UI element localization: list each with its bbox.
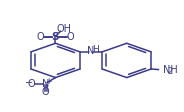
Text: O: O: [37, 32, 44, 42]
Text: OH: OH: [56, 24, 72, 34]
Text: S: S: [52, 32, 59, 42]
Text: +: +: [45, 77, 52, 86]
Text: 2: 2: [167, 67, 172, 76]
Text: −: −: [25, 78, 33, 88]
Text: O: O: [42, 87, 49, 97]
Text: O: O: [67, 32, 74, 42]
Text: N: N: [87, 46, 95, 56]
Text: N: N: [42, 79, 49, 89]
Text: H: H: [92, 45, 98, 54]
Text: NH: NH: [163, 65, 178, 75]
Text: O: O: [28, 79, 36, 89]
